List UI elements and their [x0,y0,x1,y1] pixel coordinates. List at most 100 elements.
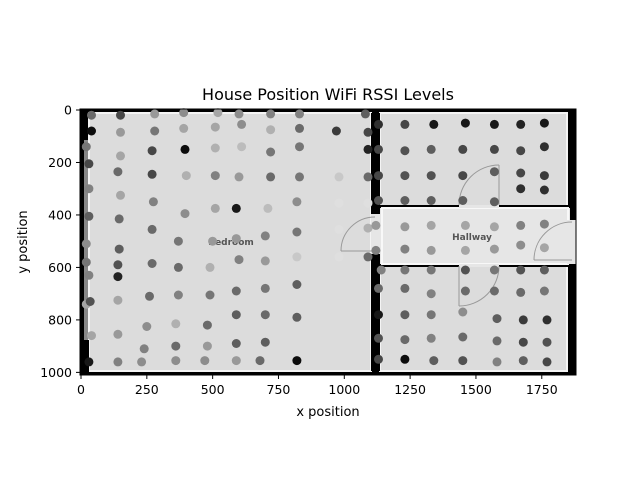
x-tick-label: 500 [201,382,225,397]
scatter-point [266,125,276,135]
scatter-point [210,122,220,132]
scatter-point [426,265,436,275]
scatter-point [180,144,190,154]
x-tick-label: 1500 [460,382,492,397]
scatter-point [87,110,96,120]
scatter-point [113,272,123,282]
scatter-point [84,184,94,194]
scatter-point [363,223,373,233]
y-axis-label: y position [16,210,31,273]
scatter-point [374,119,383,129]
scatter-point [237,142,247,152]
scatter-point [539,243,549,253]
scatter-point [516,240,526,250]
scatter-point [426,144,436,154]
scatter-point [81,142,91,152]
scatter-point [516,119,526,129]
scatter-point [489,167,499,177]
scatter-point [489,144,499,154]
scatter-point [148,197,158,207]
scatter-point [400,310,410,320]
y-tick-label: 400 [48,207,72,222]
scatter-point [179,123,189,133]
scatter-point [116,190,125,200]
scatter-point [539,185,549,195]
scatter-point [516,184,526,194]
scatter-point [360,109,370,119]
scatter-point [231,286,241,296]
scatter-point [142,322,152,331]
scatter-point [116,127,125,137]
scatter-point [266,109,276,119]
scatter-point [489,286,499,296]
scatter-point [492,314,502,324]
scatter-point [295,123,304,133]
scatter-point [84,159,94,169]
scatter-point [539,265,549,275]
scatter-point [84,357,94,367]
scatter-point [331,126,341,136]
axes-frame [79,108,577,376]
scatter-point [113,260,123,270]
scatter-point [200,356,210,366]
scatter-point [181,171,191,181]
scatter-point [171,319,181,329]
x-axis-ticks: 0 250 500 750 1000 1250 1500 1750 [77,375,558,397]
scatter-point [234,255,244,265]
scatter-point [518,315,528,325]
scatter-point [400,244,410,254]
scatter-point [266,172,276,182]
scatter-point [489,222,499,232]
scatter-point [114,244,124,254]
scatter-point [260,337,270,347]
scatter-point [489,244,499,254]
scatter-point [334,198,344,208]
scatter-point [539,118,549,128]
x-axis-label: x position [296,405,359,420]
scatter-point [363,172,373,182]
scatter-point [539,219,549,229]
scatter-point [173,290,183,300]
scatter-point [363,198,373,208]
scatter-point [202,320,212,330]
scatter-point [374,171,383,181]
scatter-point [260,310,270,320]
scatter-point [147,259,157,268]
scatter-point [539,286,549,296]
y-tick-label: 200 [48,155,72,170]
scatter-point [426,245,436,255]
scatter-point [539,142,549,152]
scatter-point [292,227,302,237]
scatter-point [542,337,552,347]
scatter-point [171,356,181,366]
scatter-point [87,126,96,136]
scatter-point [489,265,499,275]
scatter-point [374,333,383,343]
scatter-point [292,356,302,366]
scatter-point [363,127,373,137]
scatter-point [292,252,302,262]
scatter-point [231,339,241,348]
scatter-point [113,295,123,305]
y-tick-label: 0 [64,103,72,118]
scatter-point [179,108,189,118]
scatter-point [426,289,436,299]
scatter-point [292,197,302,207]
scatter-point [458,171,468,181]
scatter-point [147,224,157,234]
x-tick-label: 0 [77,382,85,397]
scatter-point [489,119,499,129]
scatter-point [150,109,160,119]
scatter-point [292,280,302,289]
scatter-point [516,168,526,178]
scatter-point [237,119,247,129]
scatter-point [292,312,302,322]
scatter-point [400,196,410,205]
scatter-point [295,172,304,182]
y-tick-label: 1000 [40,365,72,380]
scatter-point [173,236,183,246]
scatter-point [113,329,123,339]
scatter-point [374,354,383,364]
scatter-point [458,144,468,154]
